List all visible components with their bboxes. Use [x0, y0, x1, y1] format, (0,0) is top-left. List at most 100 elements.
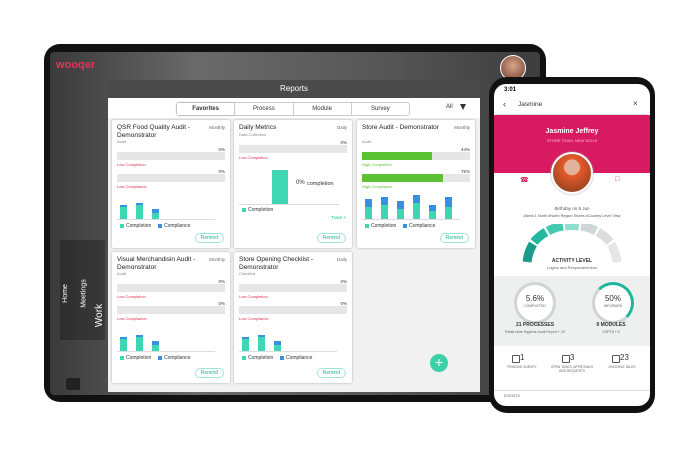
track-link[interactable]: Track > [331, 215, 346, 220]
remind-button[interactable]: Remind [316, 368, 346, 378]
filter[interactable]: All [446, 104, 453, 110]
legend-swatch [242, 208, 246, 212]
activity-gauge [522, 224, 622, 263]
report-card: Daily Metrics Daily Data Collection 0% Low C… [234, 120, 352, 248]
completion-pct: 0% [218, 147, 225, 152]
legend-label: Compliance [164, 355, 191, 361]
completion-bar [239, 284, 347, 292]
stat-icon [612, 355, 620, 363]
chart-column [272, 170, 288, 204]
card-frequency: Monthly [209, 125, 225, 130]
stat-icon [512, 355, 520, 363]
side-work[interactable]: Work [94, 303, 106, 328]
legend-swatch [365, 224, 369, 228]
completion-bar [362, 152, 470, 160]
completion-pct: 44% [460, 147, 470, 152]
informed-label: INFORMED [603, 304, 623, 308]
informed-ring [592, 282, 634, 324]
processes: 21 PROCESSES [515, 322, 555, 328]
compliance-pct: 0% [218, 301, 225, 306]
chart-pct: 0% [296, 180, 305, 186]
profile-name: Jasmine Jeffrey [545, 128, 599, 135]
chart-axis [117, 219, 215, 220]
card-kind: Checklist [239, 271, 256, 276]
gauge-seg [607, 241, 622, 263]
legend-label: Compliance [164, 223, 191, 229]
completed-value: 5.6% [525, 294, 545, 303]
compliance-note: Low Compliance [239, 316, 269, 321]
remind-button[interactable]: Remind [439, 233, 469, 243]
search-back[interactable]: ‹ [503, 99, 506, 109]
gauge-segments [522, 224, 622, 263]
stat-value: 1 [520, 353, 525, 362]
profile-avatar [551, 152, 593, 194]
compliance-bar [117, 306, 225, 314]
compliance-fill [362, 174, 443, 182]
legend-label: Completion [126, 355, 152, 361]
chart-column [429, 211, 436, 219]
remind-button[interactable]: Remind [194, 233, 224, 243]
legend-label: Completion [248, 355, 274, 361]
completed-label: COMPLETED [524, 304, 546, 308]
compliance-pct: 0% [340, 301, 347, 306]
side-home[interactable]: Home [61, 284, 69, 303]
chart-column [381, 205, 388, 219]
card-kind: Audit [362, 139, 372, 144]
remind-button[interactable]: Remind [194, 368, 224, 378]
legend-label: Compliance [286, 355, 313, 361]
chat-icon[interactable]: □ [615, 176, 620, 183]
completion-bar [117, 152, 225, 160]
compliance-bar [362, 174, 470, 182]
stat-label: PENDING SURVEY [507, 365, 537, 369]
chart-column [397, 209, 404, 219]
side-icon[interactable] [66, 378, 80, 390]
status-time: 3:01 [504, 87, 517, 93]
side-meetings[interactable]: Meetings [80, 279, 88, 308]
card-title: Visual Merchandisin Audit - Demonstrator [117, 256, 196, 271]
search-bar[interactable] [496, 96, 648, 115]
gauge-seg [580, 224, 599, 236]
add-button[interactable]: + [430, 354, 448, 372]
tab[interactable]: Favorites [177, 103, 235, 115]
profile-team: STORE TEAM, NEW DELHI [546, 138, 598, 143]
completion-note: Low Completion [239, 155, 268, 160]
stat-icon [562, 355, 570, 363]
completed-ring [514, 282, 556, 324]
tags: #Area 1 North #North Region Stores #Coun… [523, 214, 621, 218]
card-frequency: Monthly [454, 125, 470, 130]
chart-column [274, 345, 281, 351]
compliance-pct: 0% [218, 169, 225, 174]
chart-column [136, 337, 143, 351]
legend-swatch [120, 224, 124, 228]
header-bar [108, 80, 480, 98]
legend-label: Completion [371, 223, 397, 229]
report-card: Store Audit - Demonstrator Monthly Audit 44… [357, 120, 475, 248]
tab[interactable]: Process [234, 103, 292, 115]
tab[interactable]: Module [292, 103, 351, 115]
modules: 9 MODULES [596, 322, 626, 328]
call-icon[interactable]: ☎ [520, 177, 529, 184]
completion-bar [239, 145, 347, 153]
filter-icon[interactable] [460, 104, 466, 110]
stat-value: 23 [620, 353, 629, 362]
chart-column [152, 345, 159, 351]
report-card: QSR Food Quality Audit - Demonstrator Mon… [112, 120, 230, 248]
legend-label: Completion [126, 223, 152, 229]
remind-button[interactable]: Remind [316, 233, 346, 243]
card-frequency: Daily [336, 257, 347, 262]
chart-column [152, 213, 159, 219]
search-text[interactable]: Jasmine [518, 101, 543, 108]
completion-note: High Completion [362, 162, 392, 167]
birthday: Birthday on 8 Jun [554, 206, 590, 211]
tabs: Favorites Process Module Survey [176, 102, 410, 116]
modules-detail: SOP18 + 8 [602, 330, 620, 334]
completion-note: Low Completion [239, 294, 268, 299]
legend-swatch [158, 224, 162, 228]
search-clear[interactable]: × [633, 99, 638, 108]
side-panel [60, 240, 105, 340]
completion-pct: 0% [218, 279, 225, 284]
tab[interactable]: Survey [350, 103, 409, 115]
chart-label: completion [307, 180, 334, 187]
chart-axis [117, 351, 215, 352]
stat-value: 3 [570, 353, 575, 362]
